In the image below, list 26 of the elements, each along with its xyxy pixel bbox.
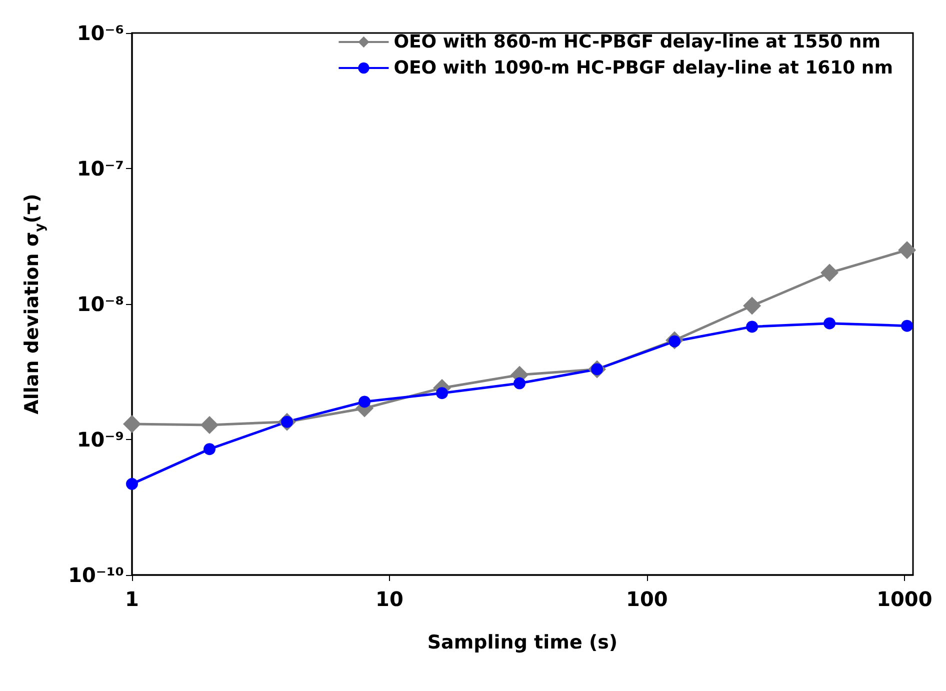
point	[200, 416, 219, 434]
point	[204, 443, 216, 456]
x-tick-label: 1	[125, 587, 139, 611]
y-tick-label: 10⁻¹⁰	[68, 563, 124, 587]
x-tick-label: 1000	[876, 587, 932, 611]
y-axis-title: Allan deviation σy(τ)	[20, 194, 48, 414]
point	[436, 387, 448, 400]
y-tick-label: 10⁻⁸	[76, 292, 124, 316]
point	[123, 415, 141, 434]
legend-label: OEO with 860-m HC-PBGF delay-line at 1550 nm	[394, 32, 880, 52]
point	[898, 241, 916, 260]
y-tick-label: 10⁻⁹	[76, 428, 124, 452]
legend-label: OEO with 1090-m HC-PBGF delay-line at 1610 nm	[394, 58, 894, 78]
point	[126, 478, 138, 490]
point	[514, 377, 526, 390]
point	[746, 320, 758, 333]
x-tick-label: 10	[376, 587, 404, 611]
point	[743, 296, 762, 315]
point	[901, 320, 914, 332]
y-tick-label: 10⁻⁶	[76, 21, 124, 45]
x-tick-label: 100	[626, 587, 668, 611]
point	[824, 317, 836, 330]
x-axis-title: Sampling time (s)	[427, 632, 618, 654]
y-tick-label: 10⁻⁷	[76, 156, 124, 180]
point	[820, 264, 839, 282]
point	[358, 396, 371, 408]
